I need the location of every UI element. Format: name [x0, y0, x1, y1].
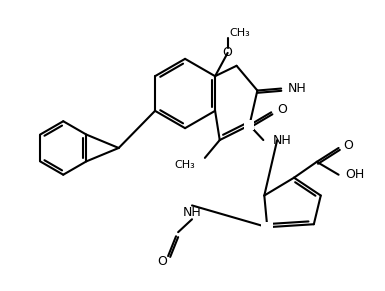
- Text: NH: NH: [273, 134, 292, 147]
- Text: O: O: [343, 139, 353, 152]
- Text: CH₃: CH₃: [229, 28, 250, 38]
- Text: CH₃: CH₃: [174, 160, 195, 170]
- FancyBboxPatch shape: [244, 120, 254, 130]
- Text: S: S: [263, 221, 271, 234]
- Text: C: C: [245, 119, 254, 132]
- Text: NH: NH: [288, 82, 307, 95]
- Text: O: O: [157, 255, 167, 268]
- Text: OH: OH: [345, 168, 365, 181]
- Text: O: O: [277, 103, 287, 116]
- Text: NH: NH: [182, 206, 201, 219]
- Text: O: O: [223, 46, 233, 59]
- FancyBboxPatch shape: [261, 222, 273, 232]
